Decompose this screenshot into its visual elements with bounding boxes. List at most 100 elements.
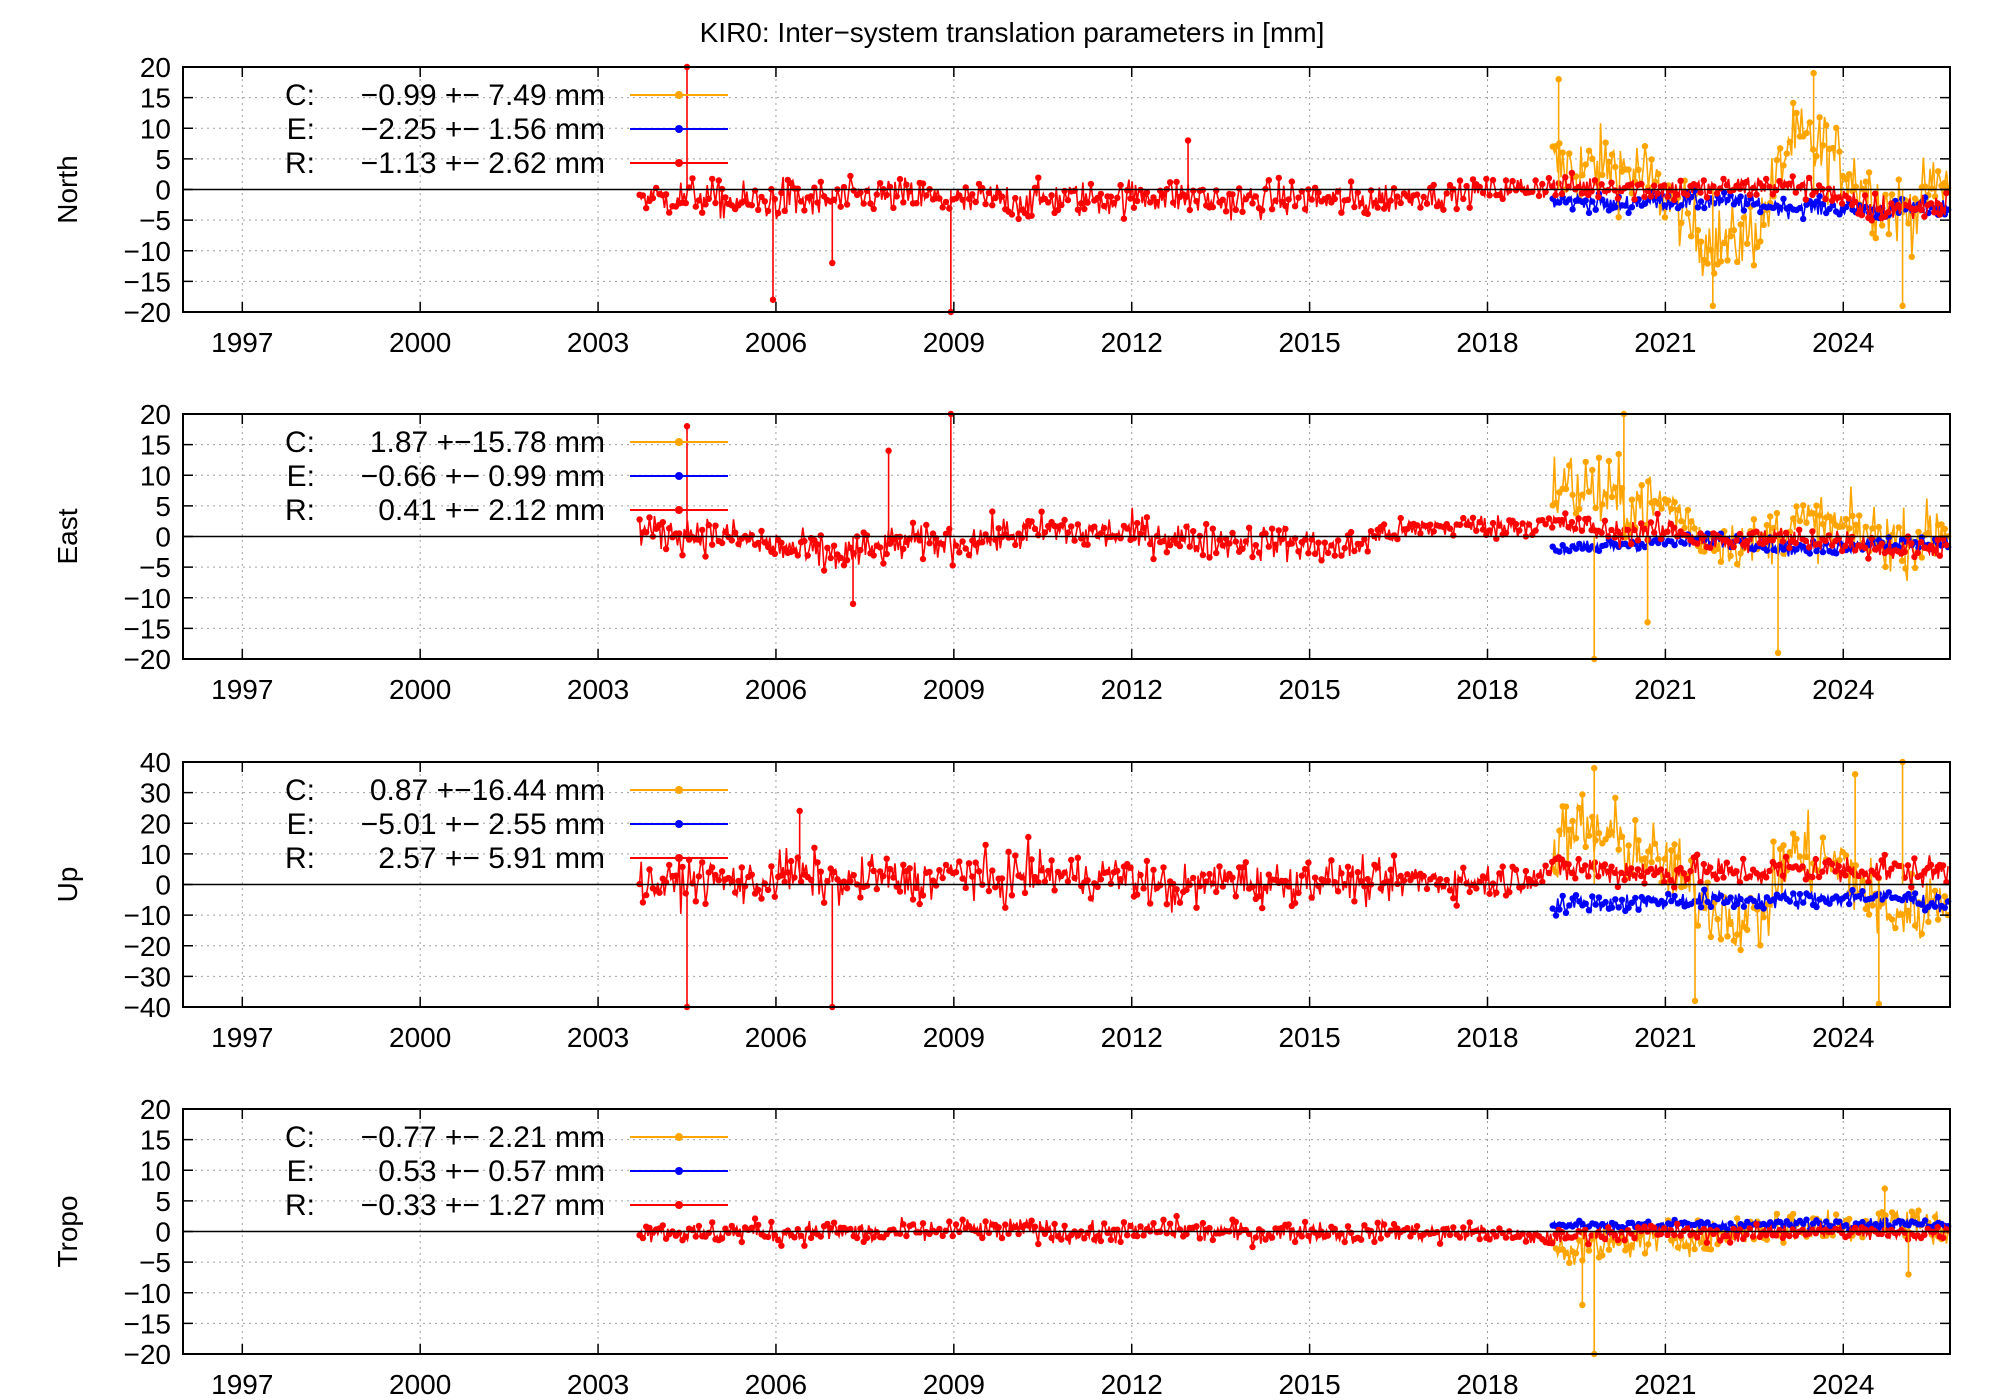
series-R-point <box>1532 880 1539 887</box>
series-R-point <box>926 868 933 876</box>
series-R-point <box>1305 1232 1312 1240</box>
series-E-point <box>1592 206 1599 213</box>
series-C-point <box>1852 521 1860 528</box>
panel-up-ylabel: Up <box>52 867 83 903</box>
series-R-point <box>1420 193 1427 201</box>
series-R-point <box>1193 545 1200 552</box>
series-R-point <box>1301 205 1309 213</box>
series-C-point <box>1750 262 1758 269</box>
series-R-point <box>1697 189 1704 196</box>
x-tick-label: 2003 <box>567 1022 629 1053</box>
series-C-point <box>1796 853 1804 860</box>
series-R-point <box>1460 1224 1467 1231</box>
x-tick-label: 1997 <box>211 1022 273 1053</box>
series-R-point <box>1213 549 1220 557</box>
series-C-point <box>1842 852 1850 859</box>
series-R-point <box>1552 191 1559 199</box>
legend-stat-R: −0.33 +− 1.27 mm <box>361 1189 605 1222</box>
series-C-point <box>1727 920 1734 928</box>
series-R-point <box>1186 206 1194 214</box>
series-R-point <box>695 873 703 880</box>
series-C-point <box>1941 179 1949 187</box>
series-R-point <box>1387 1227 1394 1234</box>
series-R-point <box>639 899 647 906</box>
series-R-point <box>1282 877 1289 885</box>
series-R-point <box>939 1232 946 1240</box>
series-R-point <box>847 172 854 180</box>
series-R-point <box>952 542 960 549</box>
series-R-point <box>1377 885 1385 892</box>
series-R-point <box>998 1234 1006 1242</box>
series-R-point <box>1450 895 1457 902</box>
series-C-point <box>1800 502 1807 509</box>
series-R-point <box>1301 536 1309 543</box>
series-R-point <box>1134 197 1141 205</box>
series-R-point <box>1262 1236 1269 1243</box>
y-tick-label: 15 <box>140 1125 171 1156</box>
series-R-point <box>1025 833 1032 841</box>
series-R-point <box>1871 190 1879 197</box>
series-R-point <box>1021 889 1029 897</box>
series-C-point <box>1898 911 1906 918</box>
series-R-point <box>1068 523 1075 530</box>
series-E-point <box>1582 900 1589 907</box>
panel-tropo-ylabel: Tropo <box>52 1195 83 1267</box>
series-R-point <box>1861 192 1869 199</box>
series-R-point <box>682 890 689 897</box>
series-R-point <box>1450 1224 1457 1231</box>
series-E-point <box>1849 886 1856 894</box>
series-E-point <box>1678 898 1685 906</box>
series-R-point <box>1943 878 1950 886</box>
series-R-point <box>1568 518 1576 526</box>
series-R-point <box>705 869 712 876</box>
series-R-point <box>1028 856 1035 863</box>
series-C-point <box>1612 484 1619 491</box>
series-R-point <box>1789 173 1796 180</box>
series-R-point <box>1288 178 1296 185</box>
series-R-point <box>712 871 719 879</box>
series-C-point <box>1694 922 1702 929</box>
series-E-point <box>1724 196 1731 204</box>
series-R-point <box>1173 1212 1180 1220</box>
series-R-point <box>1647 519 1655 526</box>
series-R-point <box>1436 1240 1444 1247</box>
series-C-point <box>1582 161 1589 168</box>
series-R-point <box>817 532 824 539</box>
series-C-point <box>1809 510 1817 517</box>
series-R-point <box>1641 1223 1648 1230</box>
panel-north-data <box>183 63 1952 316</box>
series-R-point <box>1173 886 1180 893</box>
series-R-point <box>1344 1223 1352 1230</box>
series-R-point <box>1605 1224 1612 1231</box>
series-E-point <box>1556 906 1563 913</box>
series-R-point <box>942 861 950 869</box>
series-R-point <box>1539 180 1546 188</box>
panel-north-legend: C: −0.99 +− 7.49 mm E: −2.25 +− 1.56 mm R: −1… <box>285 79 728 180</box>
x-tick-label: 2021 <box>1634 1369 1696 1400</box>
series-R-point <box>876 180 884 187</box>
x-tick-label: 2021 <box>1634 1022 1696 1053</box>
series-E-point <box>1786 898 1794 905</box>
series-C-point <box>1608 828 1616 836</box>
series-R-point <box>1812 855 1820 863</box>
series-C-point <box>1767 513 1774 520</box>
series-C-point <box>1918 554 1926 561</box>
series-C-point <box>1628 496 1636 503</box>
y-tick-label: −15 <box>124 1308 172 1339</box>
series-R-point <box>1157 882 1164 889</box>
series-R-point <box>1028 518 1035 525</box>
legend-marker-R <box>675 1201 683 1209</box>
series-R-point <box>1825 532 1833 539</box>
series-E-point <box>1562 909 1570 916</box>
series-R-point <box>956 858 963 865</box>
series-R-point <box>646 866 653 873</box>
series-R-point <box>913 200 920 207</box>
spike-C-point <box>1875 1000 1883 1008</box>
legend-marker-R <box>675 159 683 167</box>
series-R-point <box>1628 181 1635 188</box>
series-R-point <box>1661 878 1668 886</box>
series-R-point <box>857 189 864 196</box>
series-R-point <box>942 198 950 206</box>
series-R-point <box>1367 187 1375 194</box>
series-R-point <box>1858 211 1866 219</box>
